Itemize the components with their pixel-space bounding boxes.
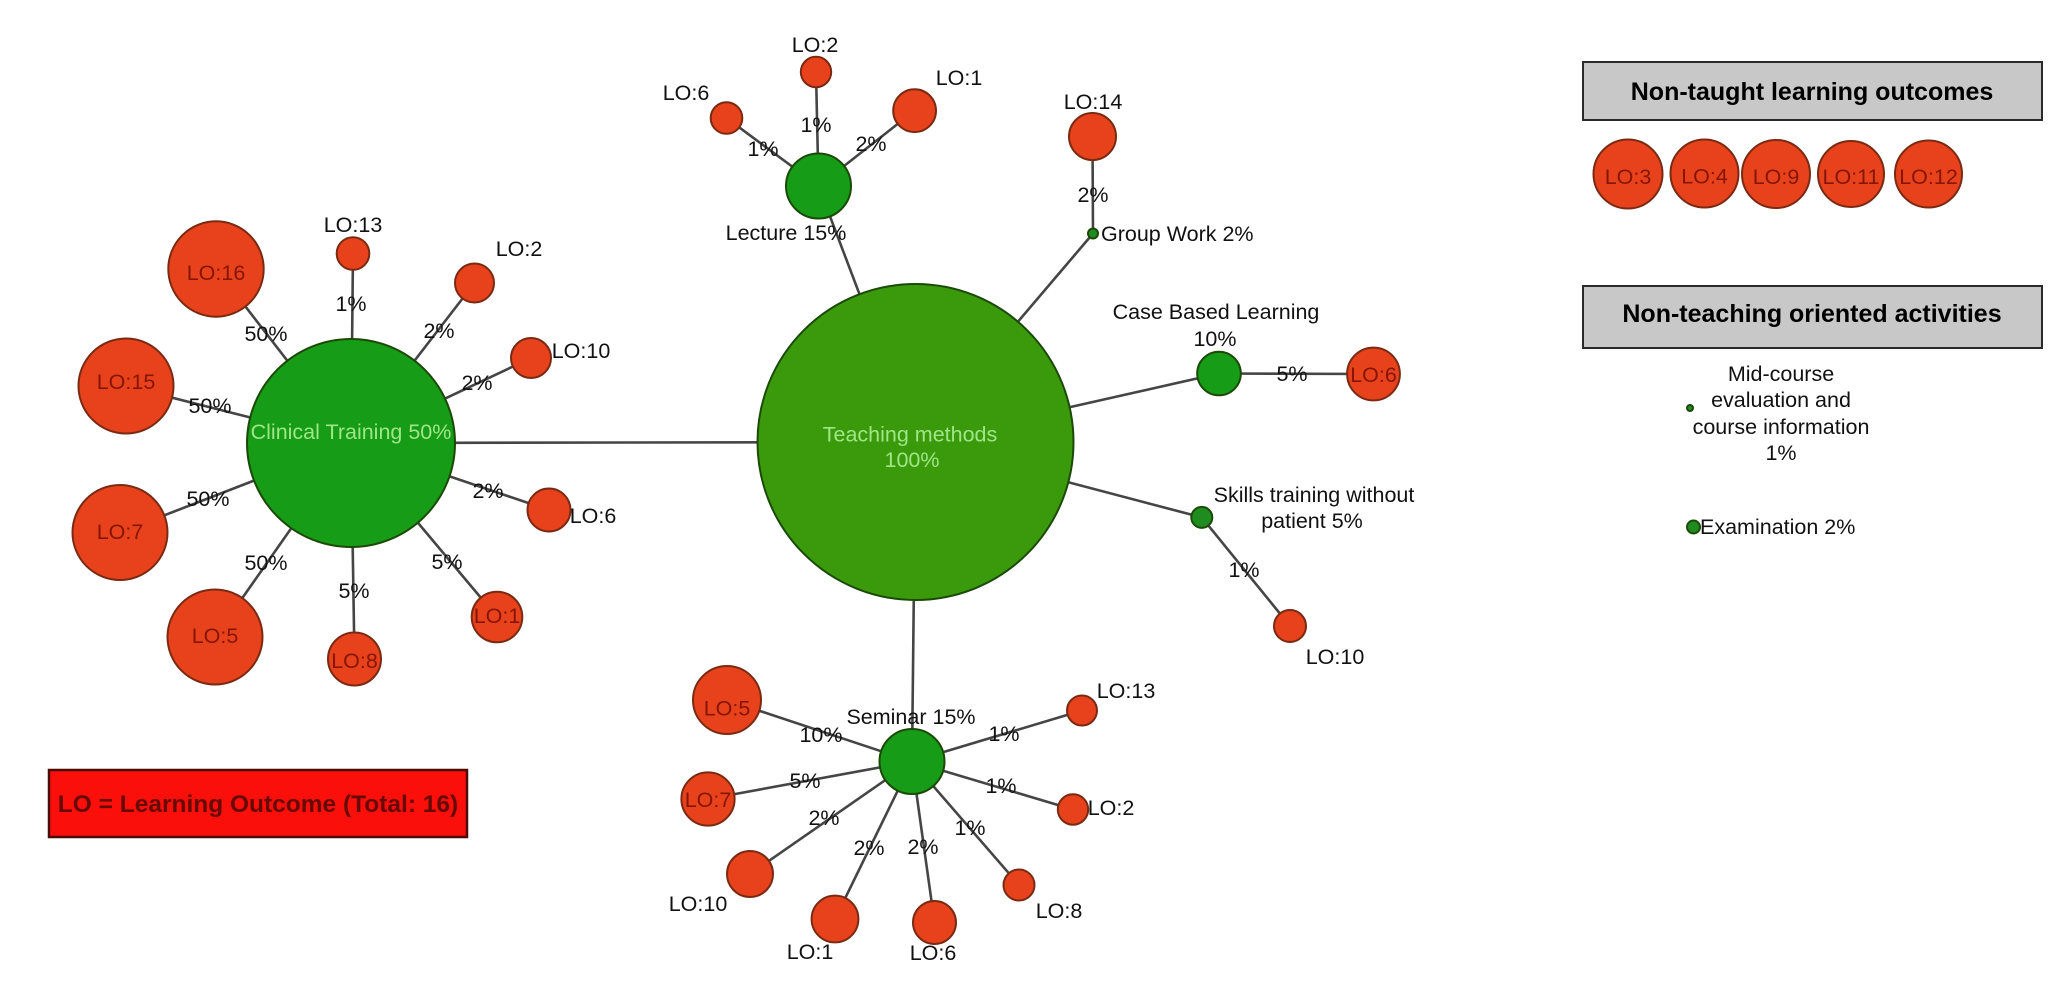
svg-text:Clinical Training 50%: Clinical Training 50% — [251, 420, 452, 444]
svg-text:LO:5: LO:5 — [192, 624, 239, 648]
svg-text:10%: 10% — [799, 723, 842, 747]
svg-text:2%: 2% — [907, 835, 938, 859]
svg-text:LO:2: LO:2 — [792, 33, 839, 57]
svg-text:Group Work 2%: Group Work 2% — [1101, 222, 1254, 246]
svg-text:2%: 2% — [808, 806, 839, 830]
svg-text:LO:2: LO:2 — [496, 237, 543, 261]
svg-text:LO:10: LO:10 — [669, 892, 728, 916]
svg-text:LO:4: LO:4 — [1681, 165, 1728, 189]
svg-text:evaluation and: evaluation and — [1711, 388, 1851, 412]
svg-text:1%: 1% — [985, 774, 1016, 798]
svg-text:1%: 1% — [335, 292, 366, 316]
svg-text:2%: 2% — [423, 319, 454, 343]
svg-text:50%: 50% — [188, 394, 231, 418]
svg-text:2%: 2% — [472, 479, 503, 503]
svg-text:LO:15: LO:15 — [97, 370, 156, 394]
svg-text:50%: 50% — [186, 487, 229, 511]
svg-text:Non-taught learning outcomes: Non-taught learning outcomes — [1631, 78, 1994, 106]
svg-text:Skills training without: Skills training without — [1214, 483, 1415, 507]
svg-text:LO:1: LO:1 — [474, 604, 521, 628]
svg-text:LO:6: LO:6 — [910, 941, 957, 965]
svg-text:LO:16: LO:16 — [187, 261, 246, 285]
svg-text:LO:6: LO:6 — [570, 504, 617, 528]
svg-text:Case Based Learning: Case Based Learning — [1113, 300, 1320, 324]
svg-text:LO:3: LO:3 — [1605, 165, 1652, 189]
svg-text:LO:13: LO:13 — [324, 213, 383, 237]
svg-text:1%: 1% — [988, 722, 1019, 746]
svg-text:LO:13: LO:13 — [1097, 679, 1156, 703]
svg-text:10%: 10% — [1193, 327, 1236, 351]
svg-text:LO:2: LO:2 — [1088, 796, 1135, 820]
svg-text:Examination 2%: Examination 2% — [1700, 515, 1855, 539]
svg-text:Seminar 15%: Seminar 15% — [846, 705, 975, 729]
svg-text:LO:6: LO:6 — [663, 81, 710, 105]
svg-text:2%: 2% — [853, 836, 884, 860]
svg-text:1%: 1% — [800, 113, 831, 137]
svg-text:LO:9: LO:9 — [1753, 165, 1800, 189]
svg-text:LO:5: LO:5 — [704, 697, 751, 721]
svg-text:Non-teaching oriented activiti: Non-teaching oriented activities — [1622, 300, 2001, 328]
svg-text:LO:8: LO:8 — [1036, 899, 1083, 923]
svg-text:100%: 100% — [885, 448, 940, 472]
svg-text:1%: 1% — [954, 816, 985, 840]
svg-text:Mid-course: Mid-course — [1728, 362, 1834, 386]
svg-text:LO = Learning Outcome (Total:: LO = Learning Outcome (Total: 16) — [58, 791, 458, 818]
svg-text:Teaching methods: Teaching methods — [823, 423, 998, 447]
svg-text:1%: 1% — [747, 137, 778, 161]
svg-text:LO:7: LO:7 — [685, 788, 732, 812]
svg-text:2%: 2% — [1077, 183, 1108, 207]
svg-text:1%: 1% — [1765, 441, 1796, 465]
svg-text:50%: 50% — [244, 551, 287, 575]
svg-text:LO:1: LO:1 — [787, 940, 834, 964]
svg-text:LO:8: LO:8 — [331, 649, 378, 673]
svg-text:50%: 50% — [244, 322, 287, 346]
svg-text:2%: 2% — [855, 132, 886, 156]
svg-text:LO:10: LO:10 — [552, 339, 611, 363]
svg-text:2%: 2% — [461, 371, 492, 395]
svg-text:LO:11: LO:11 — [1823, 165, 1880, 189]
svg-text:LO:6: LO:6 — [1350, 363, 1397, 387]
svg-text:LO:12: LO:12 — [1899, 165, 1958, 189]
svg-text:Lecture 15%: Lecture 15% — [726, 221, 847, 245]
svg-text:course information: course information — [1693, 415, 1870, 439]
svg-text:5%: 5% — [431, 550, 462, 574]
svg-text:1%: 1% — [1228, 558, 1259, 582]
svg-text:patient 5%: patient 5% — [1261, 509, 1363, 533]
svg-text:LO:7: LO:7 — [97, 520, 144, 544]
svg-text:LO:1: LO:1 — [936, 66, 983, 90]
svg-text:LO:10: LO:10 — [1306, 645, 1365, 669]
svg-text:LO:14: LO:14 — [1064, 90, 1123, 114]
svg-text:5%: 5% — [1276, 362, 1307, 386]
svg-text:5%: 5% — [789, 769, 820, 793]
svg-text:5%: 5% — [338, 579, 369, 603]
